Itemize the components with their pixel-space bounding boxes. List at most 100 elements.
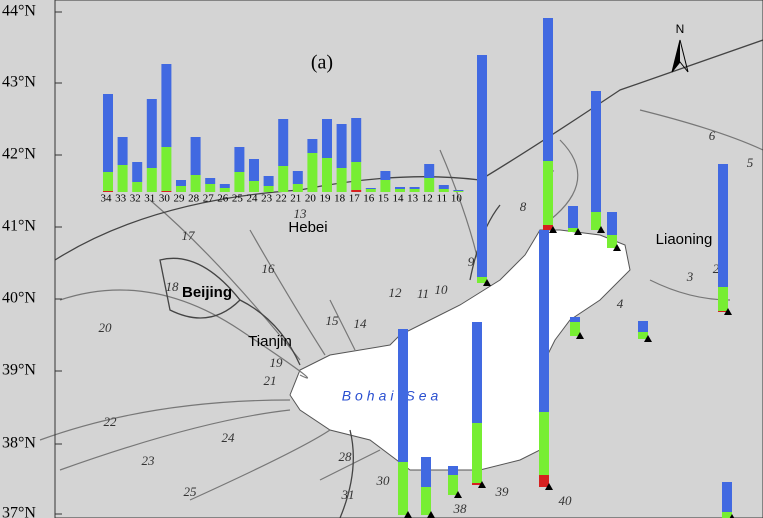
bar-segment	[543, 18, 553, 161]
latitude-label: 42°N	[2, 146, 36, 163]
bar-segment	[453, 191, 464, 192]
bar-segment	[103, 94, 113, 172]
station-label: 24	[247, 193, 259, 205]
station-label: 11	[437, 193, 448, 205]
station-label: 12	[422, 193, 433, 205]
river-number: 11	[417, 286, 429, 301]
station-label: 27	[203, 193, 215, 205]
river-number: 9	[468, 254, 475, 269]
outlet-marker	[483, 279, 491, 286]
bar-segment	[543, 225, 553, 230]
station-label: 10	[451, 193, 463, 205]
river-number: 5	[747, 155, 754, 170]
bar-segment	[395, 189, 405, 192]
outlet-marker	[613, 244, 621, 251]
station-label: 15	[378, 193, 390, 205]
outlet-marker	[427, 511, 435, 518]
north-label: N	[676, 22, 685, 36]
bar-segment	[543, 161, 553, 225]
bar-segment	[205, 178, 216, 184]
outlet-marker	[597, 226, 605, 233]
latitude-label: 43°N	[2, 74, 36, 91]
bar-segment	[477, 277, 487, 283]
river-number: 8	[520, 199, 527, 214]
bar-segment	[161, 147, 172, 191]
river-number: 17	[182, 228, 196, 243]
bar-segment	[438, 189, 449, 192]
bar-segment	[307, 139, 318, 153]
bar-segment	[472, 423, 482, 483]
river-number: 18	[166, 279, 180, 294]
bar-segment	[117, 165, 128, 192]
bar-segment	[424, 178, 435, 192]
bar-segment	[336, 168, 347, 192]
bar-segment	[638, 321, 648, 332]
river-number: 4	[617, 296, 624, 311]
bar-segment	[322, 119, 332, 158]
bar-segment	[424, 164, 435, 178]
outlet-marker	[576, 332, 584, 339]
station-label: 31	[144, 193, 155, 205]
river-number: 20	[99, 320, 113, 335]
station-label: 26	[217, 193, 229, 205]
bar-segment	[570, 322, 580, 336]
outlet-marker	[644, 335, 652, 342]
bar-segment	[395, 187, 405, 189]
bar-segment	[568, 206, 578, 228]
station-label: 14	[393, 193, 405, 205]
outlet-marker	[545, 483, 553, 490]
bar-segment	[718, 287, 728, 311]
station-label: 34	[101, 193, 113, 205]
bar-segment	[103, 172, 113, 191]
bar-segment	[132, 182, 143, 192]
bar-segment	[307, 153, 318, 192]
bar-segment	[351, 162, 362, 190]
bar-segment	[718, 164, 728, 287]
bar-segment	[365, 188, 376, 189]
bar-segment	[421, 457, 431, 487]
bar-segment	[365, 189, 376, 192]
station-label: 29	[174, 193, 186, 205]
bar-segment	[278, 119, 289, 166]
bar-segment	[249, 159, 259, 181]
bar-segment	[292, 171, 303, 184]
station-label: 22	[276, 193, 287, 205]
river-number: 3	[686, 269, 694, 284]
outlet-marker	[549, 226, 557, 233]
bar-segment	[263, 176, 274, 186]
sea-label: Bohai Sea	[342, 388, 443, 404]
bar-segment	[409, 187, 420, 189]
bar-segment	[176, 180, 186, 186]
river-number: 2	[713, 261, 720, 276]
bar-segment	[219, 184, 230, 188]
river-number: 28	[339, 449, 353, 464]
latitude-label: 37°N	[2, 505, 36, 518]
bar-segment	[249, 181, 259, 192]
bar-segment	[117, 137, 128, 165]
station-label: 23	[261, 193, 273, 205]
bar-segment	[146, 99, 157, 168]
place-label: Beijing	[182, 284, 232, 301]
bar-segment	[322, 158, 332, 192]
station-label: 20	[305, 193, 317, 205]
station-label: 33	[115, 193, 127, 205]
bar-segment	[607, 212, 617, 235]
bar-segment	[539, 412, 549, 475]
bar-segment	[190, 137, 201, 175]
river-number: 16	[262, 261, 276, 276]
bar-segment	[607, 235, 617, 248]
river-number: 30	[376, 473, 391, 488]
bar-segment	[570, 317, 580, 322]
bar-segment	[722, 482, 732, 512]
bar-segment	[453, 190, 464, 191]
bar-segment	[421, 487, 431, 515]
bar-segment	[205, 184, 216, 192]
bar-segment	[591, 212, 601, 230]
bar-segment	[477, 55, 487, 277]
river-number: 10	[435, 282, 449, 297]
bar-segment	[718, 311, 728, 312]
river-number: 24	[222, 430, 236, 445]
bar-segment	[132, 162, 143, 182]
panel-label: (a)	[311, 52, 333, 74]
